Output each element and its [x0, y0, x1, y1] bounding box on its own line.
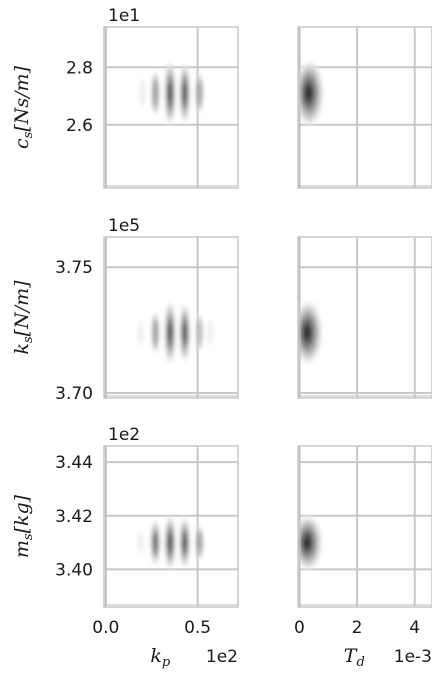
x-axis-label: kp [150, 645, 171, 670]
density-level [138, 531, 144, 554]
x-multiplier: 1e-3 [394, 647, 432, 667]
y-tick-label: 3.42 [55, 507, 93, 527]
density-level [306, 89, 311, 98]
y-tick-label: 3.70 [55, 384, 93, 404]
density-level [183, 536, 187, 549]
panels-layer [103, 26, 432, 608]
panel-frame [103, 26, 239, 189]
y-tick-label: 2.8 [66, 58, 93, 78]
panel-k_s-vs-T_d [297, 236, 432, 399]
panel-frame [103, 236, 239, 399]
y-axis-label: ms[kg] [11, 494, 36, 558]
density-level [169, 328, 171, 337]
density-level [153, 534, 158, 551]
density-contours [138, 302, 213, 364]
density-contours [138, 516, 204, 570]
y-multiplier: 1e2 [108, 425, 140, 445]
density-contours [298, 302, 322, 364]
y-tick-label: 3.75 [55, 258, 93, 278]
x-tick-label: 0.0 [92, 618, 119, 638]
panel-frame [103, 445, 239, 608]
panel-c_s-vs-k_p [103, 26, 239, 189]
density-level [153, 319, 158, 346]
density-level [305, 328, 309, 337]
y-tick-label: 2.6 [66, 116, 93, 136]
density-level [183, 85, 187, 101]
labels-layer: 2.6 2.8 1e1 cs[Ns/m] 3.70 3.75 1e5 ks[N/m] 3.40 3… [11, 6, 432, 670]
density-level [152, 79, 158, 108]
y-tick-label: 3.40 [55, 560, 93, 580]
density-contours [298, 61, 324, 125]
x-tick-label: 0.5 [184, 618, 211, 638]
x-tick-label: 4 [409, 618, 420, 638]
panel-m_s-vs-k_p [103, 445, 239, 608]
density-level [169, 539, 171, 546]
y-multiplier: 1e5 [108, 216, 140, 236]
x-tick-label: 2 [352, 618, 363, 638]
density-level [208, 320, 213, 345]
density-level [139, 78, 146, 108]
panel-k_s-vs-k_p [103, 236, 239, 399]
x-multiplier: 1e2 [206, 647, 238, 667]
density-level [196, 318, 203, 347]
x-tick-label: 0 [294, 618, 305, 638]
density-contours [139, 61, 204, 125]
density-level [138, 319, 144, 346]
density-level [183, 325, 187, 340]
y-multiplier: 1e1 [108, 6, 140, 26]
x-axis-label: Td [344, 645, 365, 670]
panel-frame [297, 26, 432, 189]
panel-c_s-vs-T_d [297, 26, 432, 189]
panel-frame [297, 236, 432, 399]
panel-m_s-vs-T_d [297, 445, 432, 608]
panel-frame [297, 445, 432, 608]
y-axis-label: ks[N/m] [11, 280, 36, 355]
density-level [197, 531, 202, 554]
density-contours [298, 516, 322, 570]
y-axis-label: cs[Ns/m] [11, 65, 36, 149]
y-tick-label: 3.44 [55, 453, 93, 473]
density-level [305, 539, 309, 546]
density-level [169, 89, 171, 98]
density-level [197, 80, 202, 106]
